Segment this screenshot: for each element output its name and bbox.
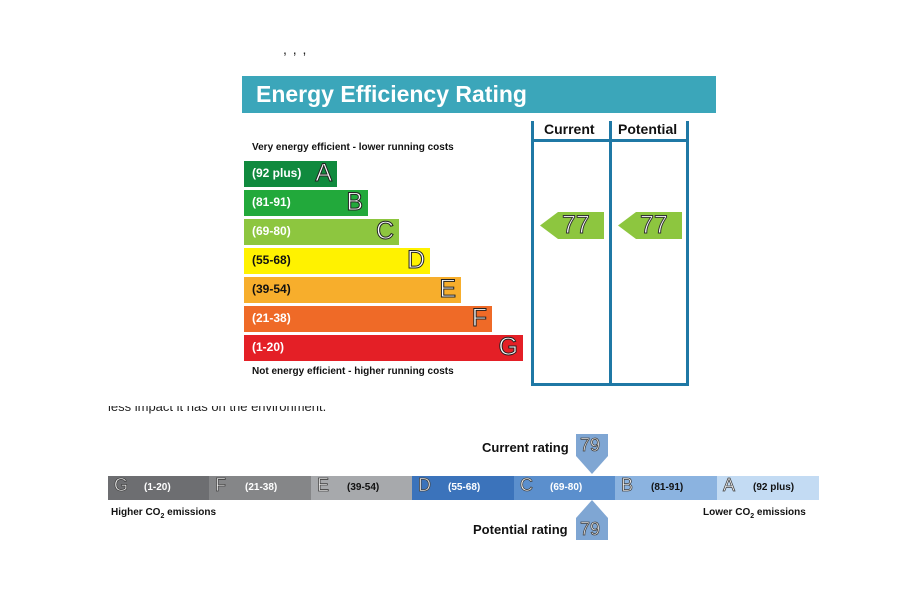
potential-rating-label: Potential rating [473, 522, 568, 537]
co2-segment-g: G (1-20) [108, 475, 209, 500]
co2-letter: E [317, 475, 330, 496]
co2-letter: G [114, 475, 129, 496]
divider [686, 121, 689, 385]
divider [609, 121, 612, 385]
band-letter: F [471, 304, 487, 333]
co2-letter: A [723, 475, 736, 496]
current-rating-box: 79 [576, 434, 608, 456]
band-g: (1-20) G [244, 333, 523, 362]
top-text-fragment: , , , [283, 50, 723, 61]
band-c: (69-80) C [244, 217, 399, 246]
band-range: (55-68) [252, 253, 291, 267]
band-f: (21-38) F [244, 304, 492, 333]
co2-letter: D [418, 475, 432, 496]
current-rating-arrow: 77 [540, 212, 604, 239]
band-range: (1-20) [252, 340, 285, 354]
band-range: (39-54) [252, 282, 291, 296]
lower-co2-caption: Lower CO2 emissions [703, 507, 806, 520]
co2-letter: B [621, 475, 634, 496]
band-a: (92 plus) A [244, 159, 337, 188]
co2-range: (21-38) [245, 482, 278, 493]
epc-title: Energy Efficiency Rating [256, 81, 527, 107]
band-letter: E [439, 275, 457, 304]
co2-range: (81-91) [651, 482, 684, 493]
co2-range: (69-80) [550, 482, 583, 493]
band-d: (55-68) D [244, 246, 430, 275]
co2-emissions-bar: G (1-20) F (21-38) E (39-54) D (55-68) C (69-80) B… [108, 475, 819, 500]
bottom-caption: Not energy efficient - higher running co… [252, 366, 454, 377]
potential-column-header: Potential [618, 121, 678, 137]
band-letter: A [315, 159, 333, 188]
potential-rating-box: 79 [576, 518, 608, 540]
higher-co2-caption: Higher CO2 emissions [111, 507, 217, 520]
band-range: (81-91) [252, 195, 291, 209]
potential-rating-pointer [576, 500, 608, 518]
co2-segment-c: C (69-80) [514, 475, 615, 500]
divider [531, 139, 689, 142]
band-b: (81-91) B [244, 188, 368, 217]
co2-letter: C [520, 475, 534, 496]
co2-letter: F [215, 475, 227, 496]
divider [531, 121, 534, 385]
band-range: (21-38) [252, 311, 291, 325]
co2-range: (92 plus) [753, 482, 795, 493]
co2-segment-b: B (81-91) [615, 475, 717, 500]
band-letter: G [498, 333, 518, 362]
band-e: (39-54) E [244, 275, 461, 304]
mid-text-fragment: less impact it has on the environment. [108, 406, 327, 414]
divider [531, 383, 689, 386]
co2-segment-e: E (39-54) [311, 475, 412, 500]
co2-range: (55-68) [448, 482, 481, 493]
co2-range: (39-54) [347, 482, 380, 493]
current-column-header: Current [544, 121, 595, 137]
co2-segment-d: D (55-68) [412, 475, 514, 500]
energy-efficiency-rating-chart: Energy Efficiency Rating Current Potenti… [242, 76, 716, 386]
band-letter: D [406, 246, 425, 275]
potential-rating-arrow: 77 [618, 212, 682, 239]
band-range: (69-80) [252, 224, 291, 238]
co2-segment-f: F (21-38) [209, 475, 311, 500]
epc-header: Energy Efficiency Rating [242, 76, 716, 113]
current-rating-label: Current rating [482, 440, 569, 455]
co2-segment-a: A (92 plus) [717, 475, 819, 500]
band-letter: B [346, 188, 364, 217]
current-rating-pointer [576, 456, 608, 474]
band-letter: C [375, 217, 394, 246]
band-range: (92 plus) [252, 166, 302, 180]
top-caption: Very energy efficient - lower running co… [252, 142, 454, 153]
co2-range: (1-20) [144, 482, 171, 493]
